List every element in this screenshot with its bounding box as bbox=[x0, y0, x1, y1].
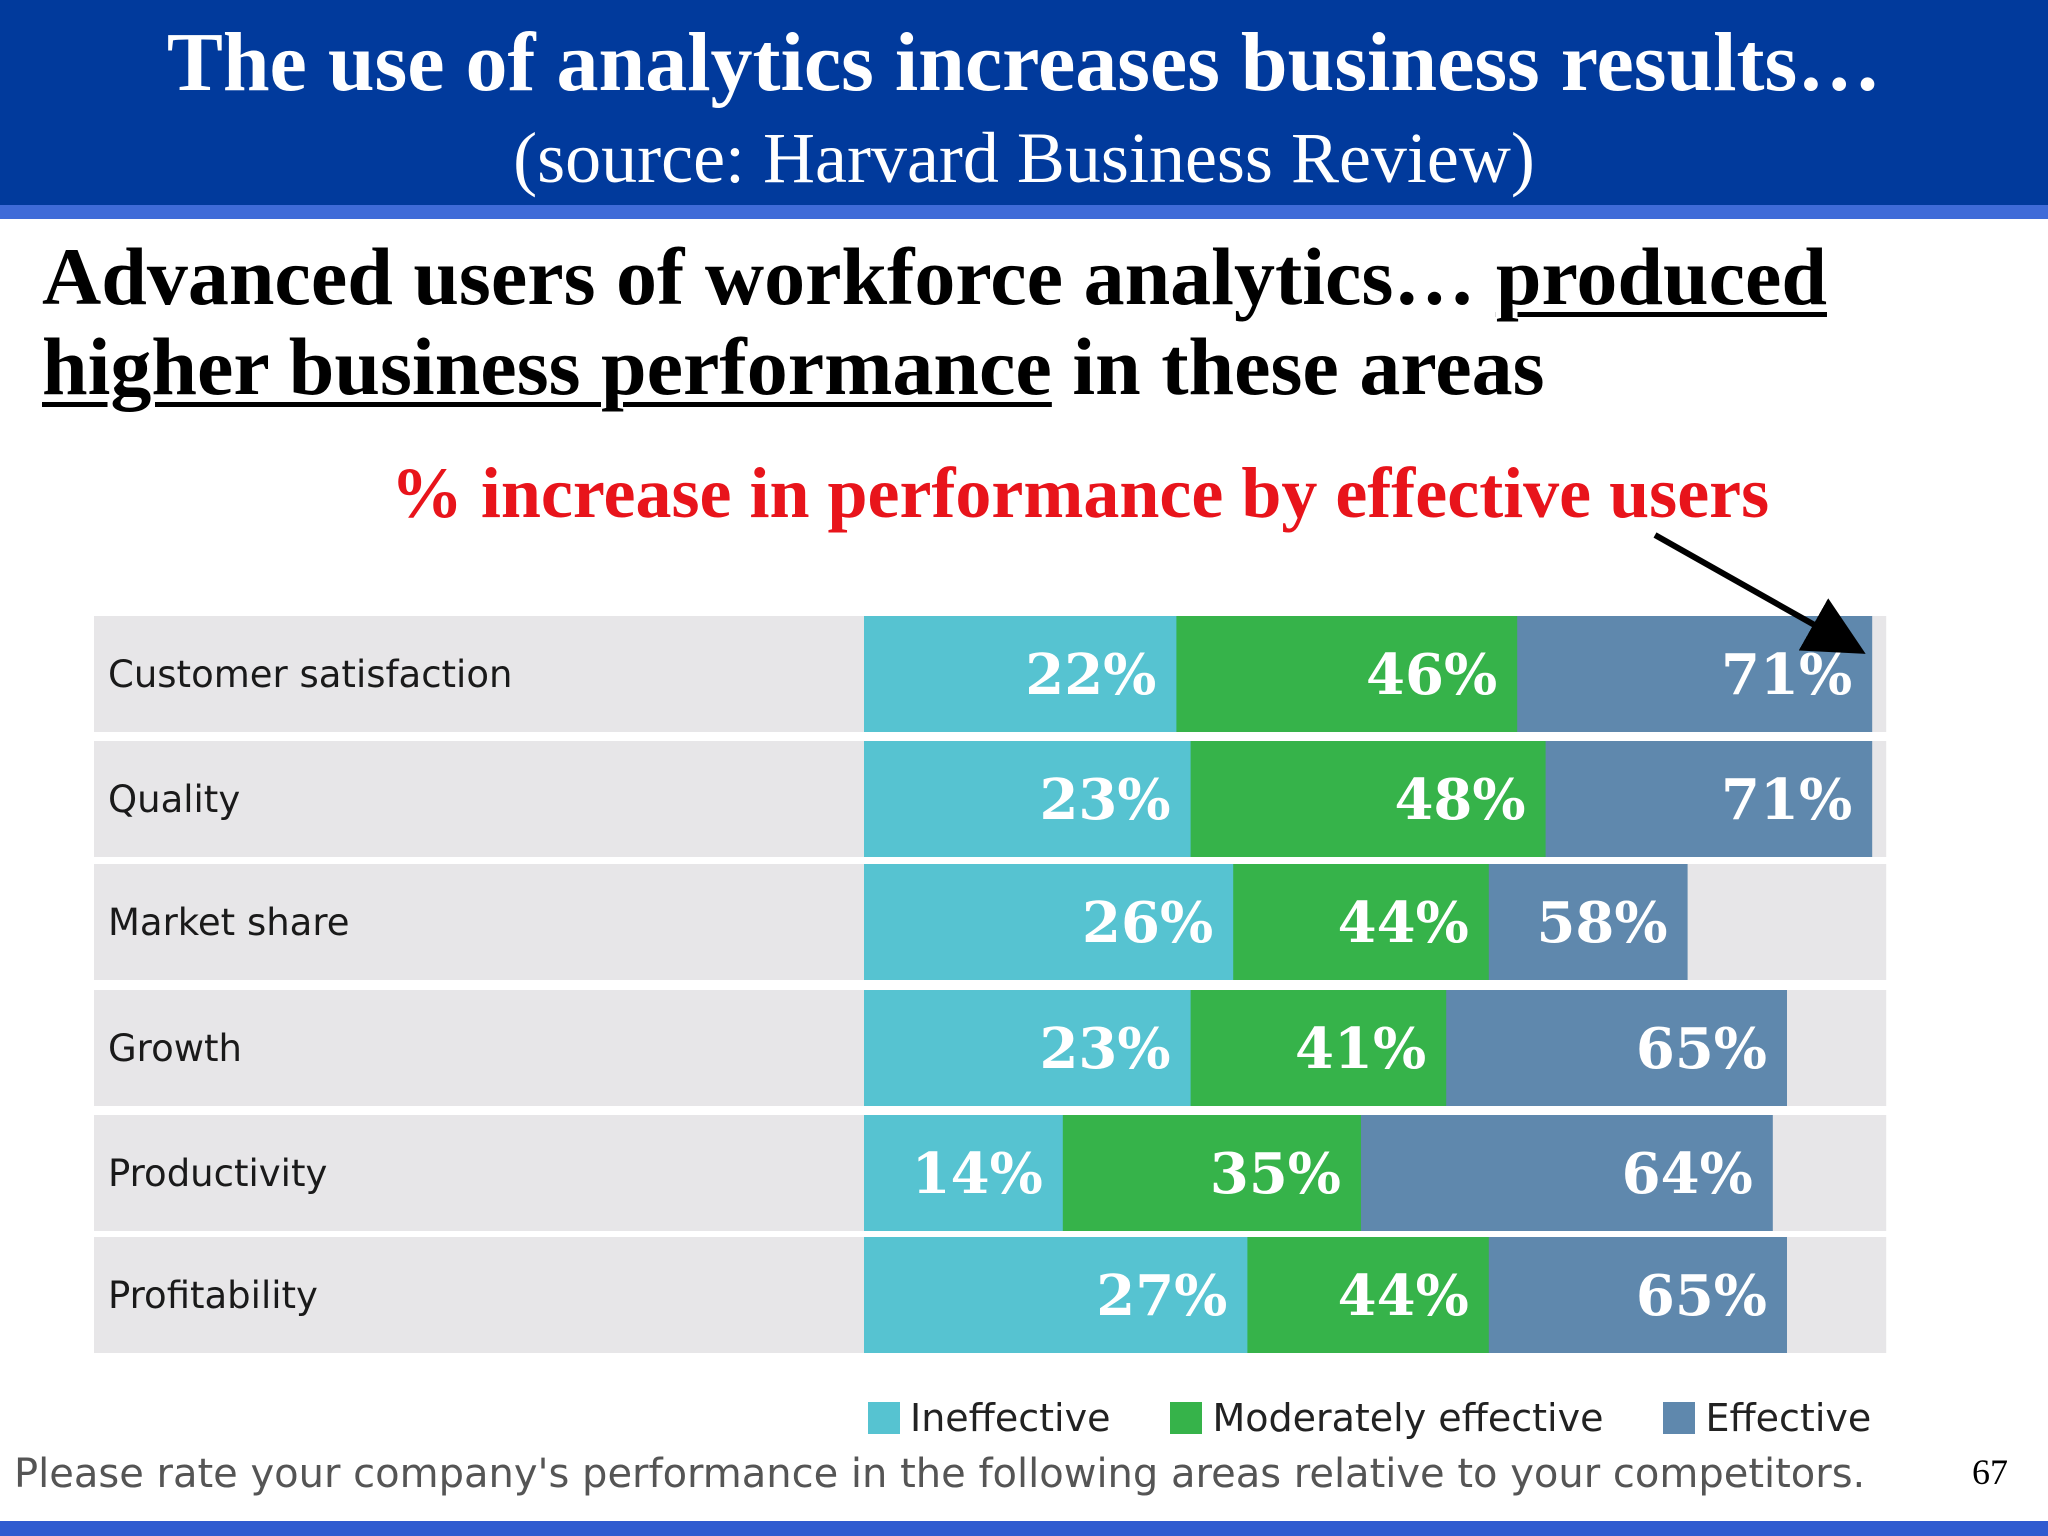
category-label-customer-satisfaction: Customer satisfaction bbox=[108, 653, 512, 696]
value-label-effective-productivity: 64% bbox=[1622, 1141, 1753, 1207]
category-label-quality: Quality bbox=[108, 778, 240, 821]
value-label-ineffective-quality: 23% bbox=[1039, 767, 1170, 833]
value-label-moderately-effective-profitability: 44% bbox=[1338, 1263, 1469, 1329]
value-label-effective-market-share: 58% bbox=[1536, 890, 1667, 956]
value-label-moderately-effective-market-share: 44% bbox=[1338, 890, 1469, 956]
legend-swatch-ineffective bbox=[868, 1402, 900, 1434]
category-label-growth: Growth bbox=[108, 1027, 242, 1070]
value-label-ineffective-growth: 23% bbox=[1039, 1016, 1170, 1082]
value-label-effective-quality: 71% bbox=[1721, 767, 1852, 833]
bar-ineffective-profitability bbox=[864, 1237, 1248, 1353]
bar-ineffective-quality bbox=[864, 741, 1191, 857]
legend-label-effective: Effective bbox=[1705, 1396, 1872, 1440]
value-label-moderately-effective-customer-satisfaction: 46% bbox=[1366, 642, 1497, 708]
header-divider bbox=[0, 205, 2048, 219]
slide-header: The use of analytics increases business … bbox=[0, 0, 2048, 205]
legend-label-moderately-effective: Moderately effective bbox=[1212, 1396, 1604, 1440]
value-label-effective-profitability: 65% bbox=[1636, 1263, 1767, 1329]
legend-item-moderately-effective: Moderately effective bbox=[1170, 1396, 1603, 1440]
value-label-moderately-effective-productivity: 35% bbox=[1210, 1141, 1341, 1207]
bar-ineffective-market-share bbox=[864, 864, 1234, 980]
legend-swatch-effective bbox=[1663, 1402, 1696, 1434]
page-number: 67 bbox=[1972, 1452, 2008, 1492]
chart-legend: Ineffective Moderately effective Effecti… bbox=[868, 1393, 1931, 1443]
annotation-arrow bbox=[1653, 532, 1866, 654]
legend-swatch-moderately-effective bbox=[1170, 1402, 1203, 1434]
category-label-market-share: Market share bbox=[108, 901, 350, 944]
footer-divider bbox=[0, 1521, 2048, 1536]
slide-source: (source: Harvard Business Review) bbox=[513, 118, 1535, 198]
value-label-ineffective-productivity: 14% bbox=[912, 1141, 1043, 1207]
chart-annotation: % increase in performance by effective u… bbox=[390, 453, 1770, 533]
bar-ineffective-growth bbox=[864, 990, 1191, 1106]
value-label-moderately-effective-growth: 41% bbox=[1295, 1016, 1426, 1082]
headline-part-3: higher business performance bbox=[42, 321, 1052, 412]
legend-item-ineffective: Ineffective bbox=[868, 1396, 1110, 1440]
category-label-productivity: Productivity bbox=[108, 1152, 327, 1195]
bar-ineffective-customer-satisfaction bbox=[864, 616, 1177, 732]
value-label-effective-customer-satisfaction: 71% bbox=[1721, 642, 1852, 708]
value-label-ineffective-profitability: 27% bbox=[1096, 1263, 1227, 1329]
headline-part-1: Advanced users of workforce analytics… bbox=[42, 231, 1496, 322]
headline-part-2: produced bbox=[1495, 231, 1827, 322]
headline-part-4: in these areas bbox=[1051, 321, 1545, 412]
slide-title: The use of analytics increases business … bbox=[166, 16, 1882, 109]
value-label-effective-growth: 65% bbox=[1636, 1016, 1767, 1082]
category-label-profitability: Profitability bbox=[108, 1274, 318, 1317]
legend-label-ineffective: Ineffective bbox=[910, 1396, 1111, 1440]
value-label-ineffective-market-share: 26% bbox=[1082, 890, 1213, 956]
value-label-ineffective-customer-satisfaction: 22% bbox=[1025, 642, 1156, 708]
value-label-moderately-effective-quality: 48% bbox=[1394, 767, 1525, 833]
headline: Advanced users of workforce analytics… p… bbox=[42, 232, 2032, 412]
survey-question: Please rate your company's performance i… bbox=[14, 1451, 1866, 1497]
bar-ineffective-productivity bbox=[864, 1115, 1063, 1231]
legend-item-effective: Effective bbox=[1663, 1396, 1871, 1440]
